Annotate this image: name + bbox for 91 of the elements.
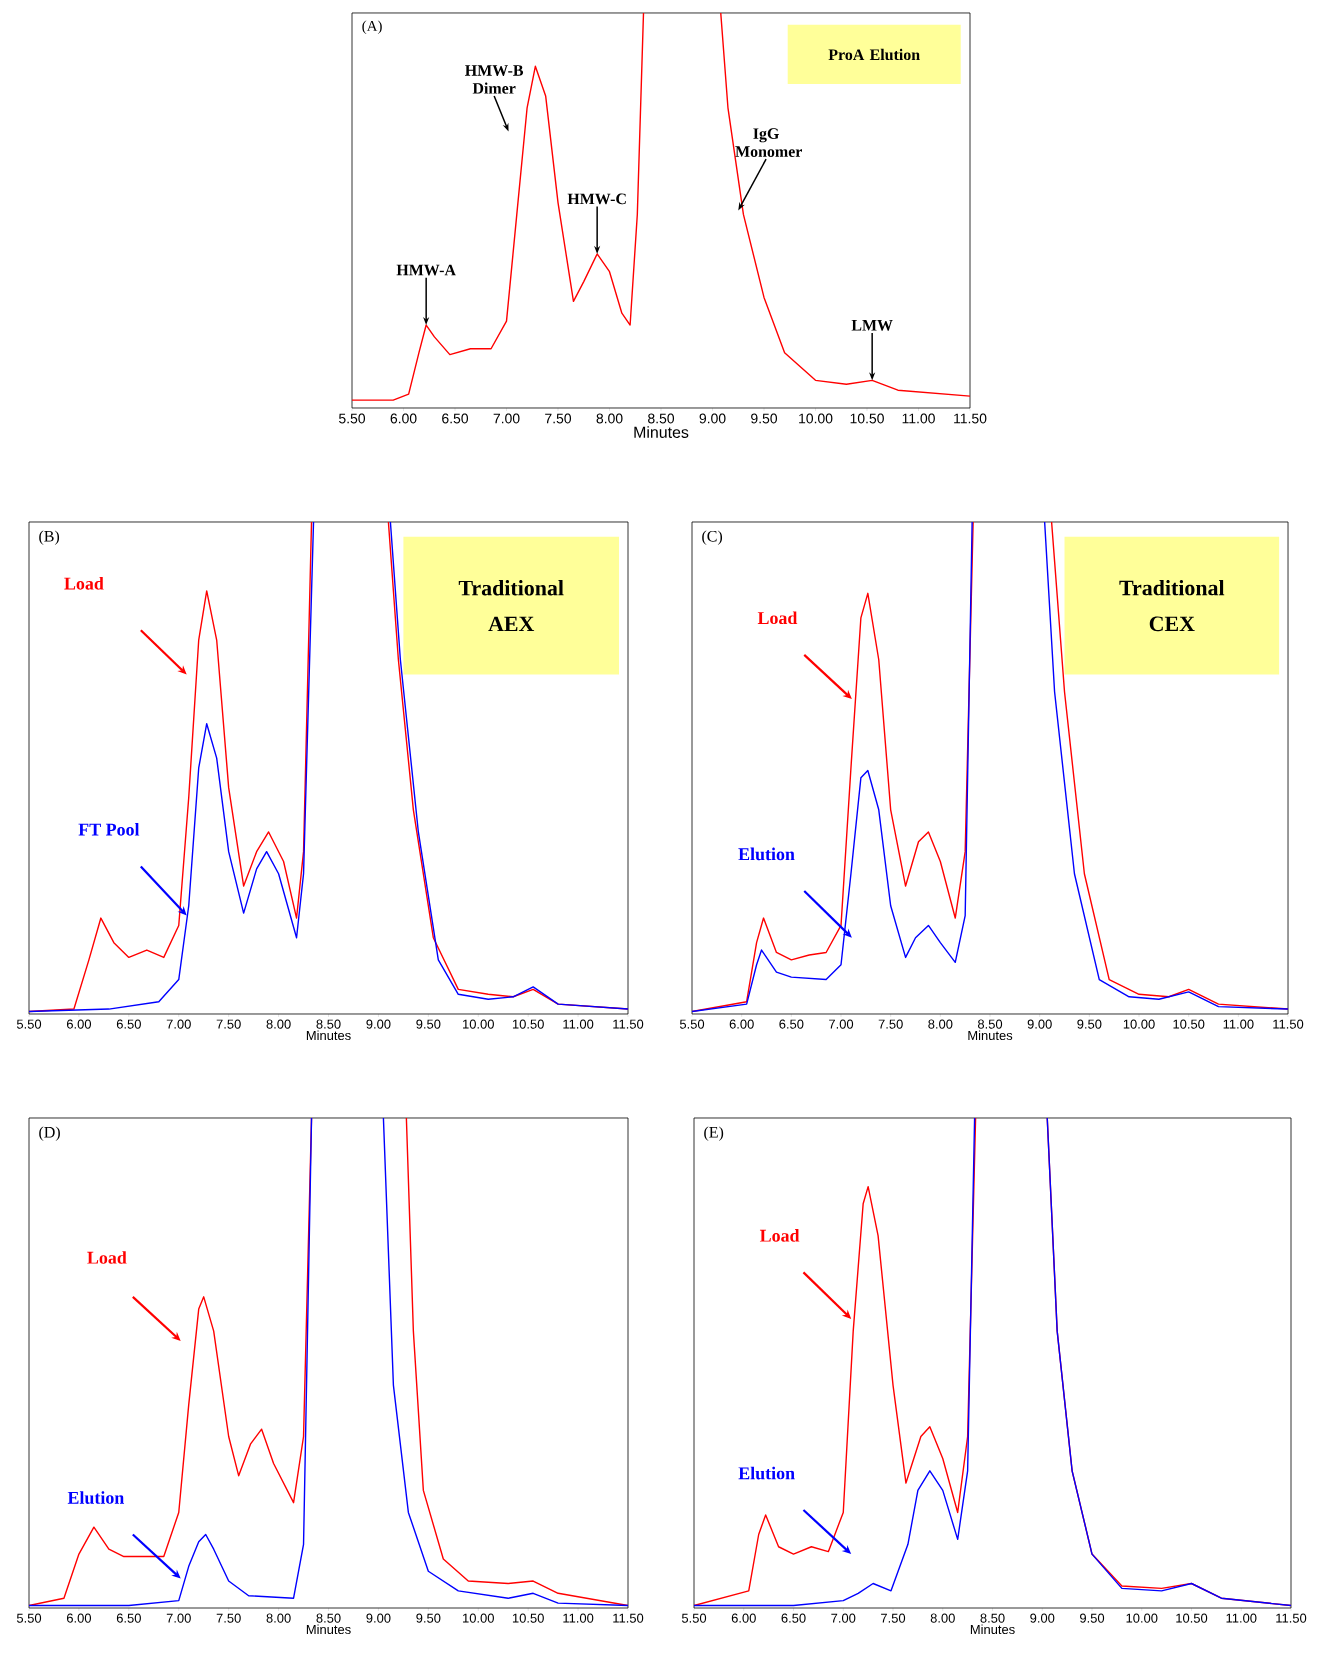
x-tick-label: 5.50: [16, 1019, 42, 1029]
x-tick-label: 8.00: [928, 1019, 953, 1029]
x-tick-label: 8.00: [596, 413, 623, 424]
x-tick-label: 6.00: [66, 1613, 92, 1623]
annotation: HMW-C: [567, 193, 626, 205]
x-tick-label: 11.00: [1226, 1613, 1257, 1623]
x-tick-label: 11.00: [902, 413, 935, 424]
x-tick-label: 8.00: [266, 1613, 291, 1623]
x-axis-title: Minutes: [968, 1030, 1013, 1041]
x-tick-label: 9.00: [366, 1613, 391, 1623]
x-tick-label: 10.50: [512, 1613, 544, 1623]
x-tick-label: 10.00: [799, 413, 833, 424]
x-tick-label: 7.50: [881, 1613, 906, 1623]
x-tick-label: 7.00: [831, 1613, 856, 1623]
x-tick-label: 5.50: [338, 413, 366, 424]
x-tick-label: 6.50: [779, 1019, 804, 1029]
x-tick-label: 7.50: [216, 1613, 241, 1623]
x-tick-label: 10.00: [1126, 1613, 1158, 1623]
text: Load: [87, 1251, 127, 1264]
x-axis-title: Minutes: [634, 426, 689, 438]
x-tick-label: 10.50: [512, 1019, 544, 1029]
annotation: (A): [362, 20, 382, 34]
text: FT Pool: [78, 823, 140, 836]
x-tick-label: 10.50: [1176, 1613, 1208, 1623]
annotation: Traditional CEX: [1119, 579, 1225, 632]
x-axis-title: Minutes: [306, 1624, 351, 1635]
annotation: HMW-A: [396, 264, 456, 276]
x-tick-label: 10.50: [1173, 1019, 1205, 1029]
x-tick-label: 7.50: [216, 1019, 241, 1029]
annotation: Traditional AEX: [458, 580, 564, 632]
x-axis-title: Minutes: [306, 1030, 351, 1041]
x-tick-label: 5.50: [16, 1613, 42, 1623]
x-tick-label: 9.00: [699, 413, 726, 424]
annotation: (C): [702, 530, 723, 545]
x-axis-title: Minutes: [970, 1624, 1015, 1635]
x-tick-label: 5.50: [679, 1019, 705, 1029]
text: Elution: [738, 1466, 795, 1480]
x-tick-label: 9.00: [1027, 1019, 1052, 1029]
x-tick-label: 9.50: [751, 413, 778, 424]
x-tick-label: 8.00: [266, 1019, 291, 1029]
text: Load: [64, 577, 104, 590]
text: Load: [757, 611, 798, 625]
x-tick-label: 6.50: [116, 1019, 141, 1029]
x-tick-label: 10.00: [1123, 1019, 1155, 1029]
x-tick-label: 8.50: [316, 1019, 341, 1029]
annotation: ProA Elution: [828, 48, 920, 61]
x-tick-label: 7.50: [878, 1019, 903, 1029]
x-tick-label: 11.50: [954, 413, 987, 424]
x-tick-label: 8.50: [316, 1613, 341, 1623]
annotation: LMW: [851, 320, 893, 331]
x-tick-label: 9.00: [1030, 1613, 1055, 1623]
x-tick-label: 8.50: [648, 413, 675, 424]
x-tick-label: 8.00: [930, 1613, 955, 1623]
x-tick-label: 9.50: [416, 1019, 441, 1029]
x-tick-label: 11.00: [563, 1613, 594, 1623]
x-tick-label: 9.50: [1077, 1019, 1102, 1029]
x-tick-label: 6.50: [781, 1613, 806, 1623]
x-tick-label: 11.50: [1273, 1019, 1304, 1029]
x-tick-label: 6.00: [390, 413, 417, 424]
x-tick-label: 11.50: [1276, 1613, 1307, 1623]
x-tick-label: 6.00: [731, 1613, 756, 1623]
x-tick-label: 10.00: [463, 1613, 494, 1623]
x-tick-label: 11.50: [613, 1019, 644, 1029]
x-tick-label: 7.00: [166, 1613, 191, 1623]
x-tick-label: 6.50: [116, 1613, 141, 1623]
x-tick-label: 7.00: [493, 413, 520, 424]
x-tick-label: 6.00: [729, 1019, 754, 1029]
x-tick-label: 7.50: [545, 413, 572, 424]
x-tick-label: 5.50: [681, 1613, 707, 1623]
text: Load: [759, 1229, 800, 1242]
x-tick-label: 8.50: [977, 1019, 1003, 1029]
x-tick-label: 9.00: [366, 1019, 391, 1029]
x-tick-label: 11.00: [1223, 1019, 1254, 1029]
x-tick-label: 10.50: [850, 413, 884, 424]
x-tick-label: 6.00: [66, 1019, 92, 1029]
text: Elution: [738, 847, 795, 861]
text: Elution: [67, 1491, 125, 1504]
x-tick-label: 8.50: [980, 1613, 1005, 1623]
annotation: IgG Monomer: [735, 128, 803, 157]
annotation: (B): [39, 530, 60, 545]
annotation: (E): [704, 1126, 724, 1141]
x-tick-label: 7.00: [829, 1019, 854, 1029]
annotation: HMW-B Dimer: [465, 65, 524, 94]
x-tick-label: 9.50: [1080, 1613, 1105, 1623]
x-tick-label: 11.00: [563, 1019, 594, 1029]
x-tick-label: 6.50: [442, 413, 469, 424]
x-tick-label: 11.50: [613, 1613, 644, 1623]
x-tick-label: 9.50: [416, 1613, 441, 1623]
x-tick-label: 7.00: [166, 1019, 191, 1029]
annotation: (D): [39, 1126, 60, 1141]
x-tick-label: 10.00: [463, 1019, 494, 1029]
